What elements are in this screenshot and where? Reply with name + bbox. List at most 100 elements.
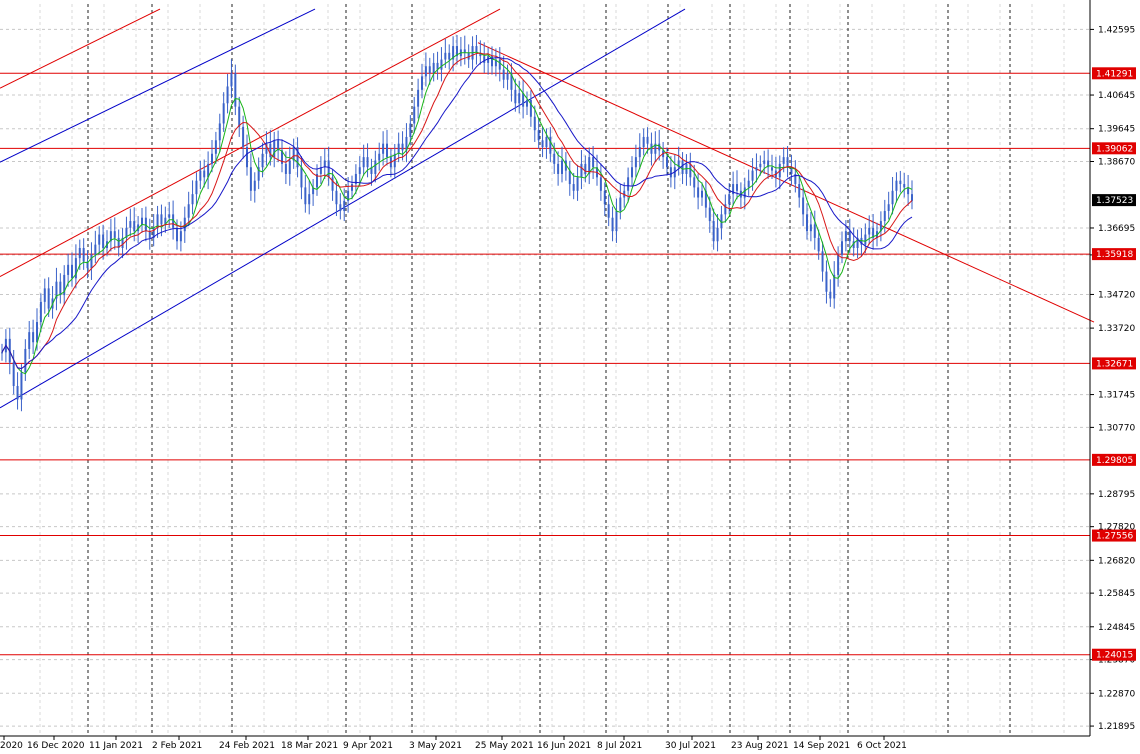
candle-body: [59, 281, 62, 296]
y-tick-label: 1.34720: [1098, 290, 1135, 300]
candle-body: [82, 248, 85, 262]
candle-body: [74, 258, 77, 279]
candle-body: [790, 167, 793, 174]
candle-body: [794, 173, 797, 185]
candle-body: [526, 99, 528, 107]
candle-body: [887, 204, 890, 211]
candle-body: [619, 197, 622, 211]
candle-body: [483, 56, 486, 63]
candle-body: [358, 167, 361, 174]
x-tick-label: 30 Jul 2021: [665, 741, 716, 751]
candle-body: [90, 254, 93, 269]
candle-body: [187, 204, 190, 218]
x-tick-label: 24 Feb 2021: [219, 741, 275, 751]
candle-body: [475, 46, 478, 53]
candle-body: [510, 72, 513, 90]
trend-line: [0, 8, 161, 89]
candle-body: [273, 140, 276, 158]
candle-body: [351, 184, 353, 191]
candle-body: [261, 153, 264, 168]
candle-body: [397, 143, 400, 154]
candle-body: [203, 170, 206, 178]
candle-body: [650, 143, 653, 154]
candle-body: [172, 214, 175, 228]
candle-body: [339, 204, 342, 211]
candle-body: [253, 180, 256, 191]
candle-body: [1, 352, 3, 354]
period-separators: [87, 4, 1011, 736]
candle-body: [611, 217, 614, 232]
horizontal-levels: [0, 72, 1090, 656]
candle-body: [463, 49, 466, 53]
y-tick-label: 1.42595: [1098, 25, 1135, 35]
candle-body: [681, 160, 684, 174]
candle-body: [518, 93, 521, 104]
candle-body: [522, 93, 525, 107]
candle-body: [109, 231, 112, 242]
candle-body: [319, 167, 322, 174]
candle-body: [584, 163, 587, 174]
candle-body: [728, 194, 731, 205]
candle-body: [331, 177, 334, 191]
candle-body: [837, 254, 840, 275]
candle-body: [436, 62, 439, 70]
x-tick-label: 16 Jun 2021: [537, 741, 591, 751]
candle-body: [646, 136, 649, 144]
candle-body: [413, 106, 416, 124]
candle-body: [183, 217, 186, 232]
candle-body: [300, 167, 303, 188]
candle-body: [720, 214, 723, 228]
y-tick-label: 1.22870: [1098, 689, 1135, 699]
candle-body: [176, 227, 178, 242]
y-tick-label: 1.31745: [1098, 391, 1135, 401]
candle-body: [864, 234, 867, 245]
candle-body: [284, 163, 287, 174]
candle-body: [448, 52, 451, 60]
candle-body: [899, 180, 902, 185]
candle-body: [312, 187, 315, 195]
candle-body: [304, 187, 307, 205]
candle-body: [405, 136, 408, 151]
trend-line: [0, 8, 686, 409]
candle-body: [856, 237, 859, 248]
ma-mid-line: [1, 52, 913, 370]
candle-body: [292, 147, 295, 161]
candle-body: [759, 163, 762, 168]
price-badges: 1.41291 1.39062 1.35918 1.32671 1.29805 1.275…: [1092, 67, 1136, 661]
candle-body: [32, 332, 35, 343]
candle-body: [860, 237, 863, 245]
level-badge-label: 1.35918: [1096, 250, 1133, 260]
candle-body: [802, 197, 805, 215]
candle-body: [421, 76, 423, 90]
candle-body: [537, 130, 540, 141]
candle-body: [677, 160, 680, 168]
candle-body: [211, 153, 213, 164]
candle-body: [452, 46, 455, 60]
candle-body: [821, 251, 824, 272]
candle-body: [825, 271, 828, 292]
candle-body: [833, 274, 836, 299]
candle-body: [327, 160, 330, 178]
candle-body: [156, 214, 159, 228]
candle-body: [195, 180, 198, 195]
axes: [0, 0, 1091, 737]
candle-body: [642, 136, 645, 148]
candle-body: [401, 143, 404, 151]
candle-body: [144, 217, 147, 232]
candle-body: [907, 187, 910, 195]
candle-body: [24, 348, 27, 373]
ma-slow-line: [1, 57, 913, 370]
x-tick-label: 16 Dec 2020: [27, 741, 85, 751]
candle-body: [599, 177, 602, 191]
y-tick-label: 1.25845: [1098, 589, 1135, 599]
candle-body: [277, 140, 280, 151]
y-tick-label: 1.38670: [1098, 158, 1135, 168]
candle-body: [424, 66, 427, 77]
level-badge: [1092, 453, 1136, 466]
candle-body: [767, 160, 770, 168]
candle-body: [704, 190, 707, 208]
level-badge-label: 1.29805: [1096, 456, 1133, 466]
trend-line: [0, 8, 316, 163]
ma-fast-line: [1, 51, 913, 375]
